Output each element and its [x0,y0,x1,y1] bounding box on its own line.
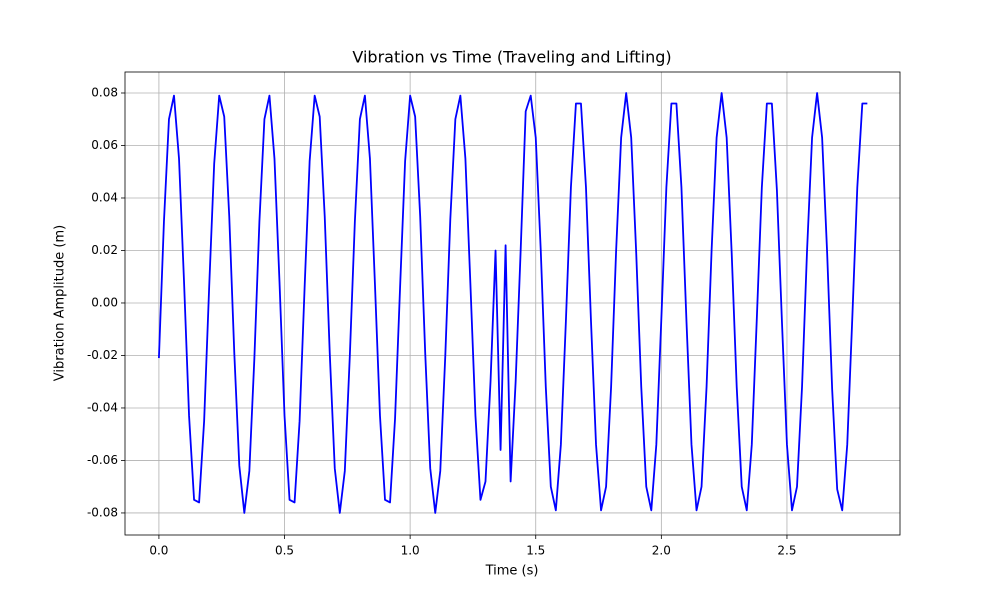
plot-frame [124,71,901,536]
x-axis-label: Time (s) [485,564,539,579]
y-tick-label: -0.02 [87,348,118,362]
y-tick-label: 0.02 [91,243,118,257]
y-tick-label: -0.08 [87,505,118,519]
data-line [158,92,868,514]
x-tick-label: 1.0 [401,544,420,558]
y-axis-label: Vibration Amplitude (m) [53,225,68,381]
y-tick-label: 0.04 [91,190,118,204]
x-tick-label: 1.5 [526,544,545,558]
y-tick-label: 0.08 [91,85,118,99]
y-tick-label: -0.06 [87,453,118,467]
y-tick-label: 0.06 [91,138,118,152]
x-tick-label: 0.5 [275,544,294,558]
y-tick-label: -0.04 [87,400,118,414]
y-tick-label: 0.00 [91,295,118,309]
chart-title: Vibration vs Time (Traveling and Lifting… [352,48,671,67]
x-tick-label: 2.5 [777,544,796,558]
x-tick-label: 2.0 [652,544,671,558]
x-tick-label: 0.0 [149,544,168,558]
